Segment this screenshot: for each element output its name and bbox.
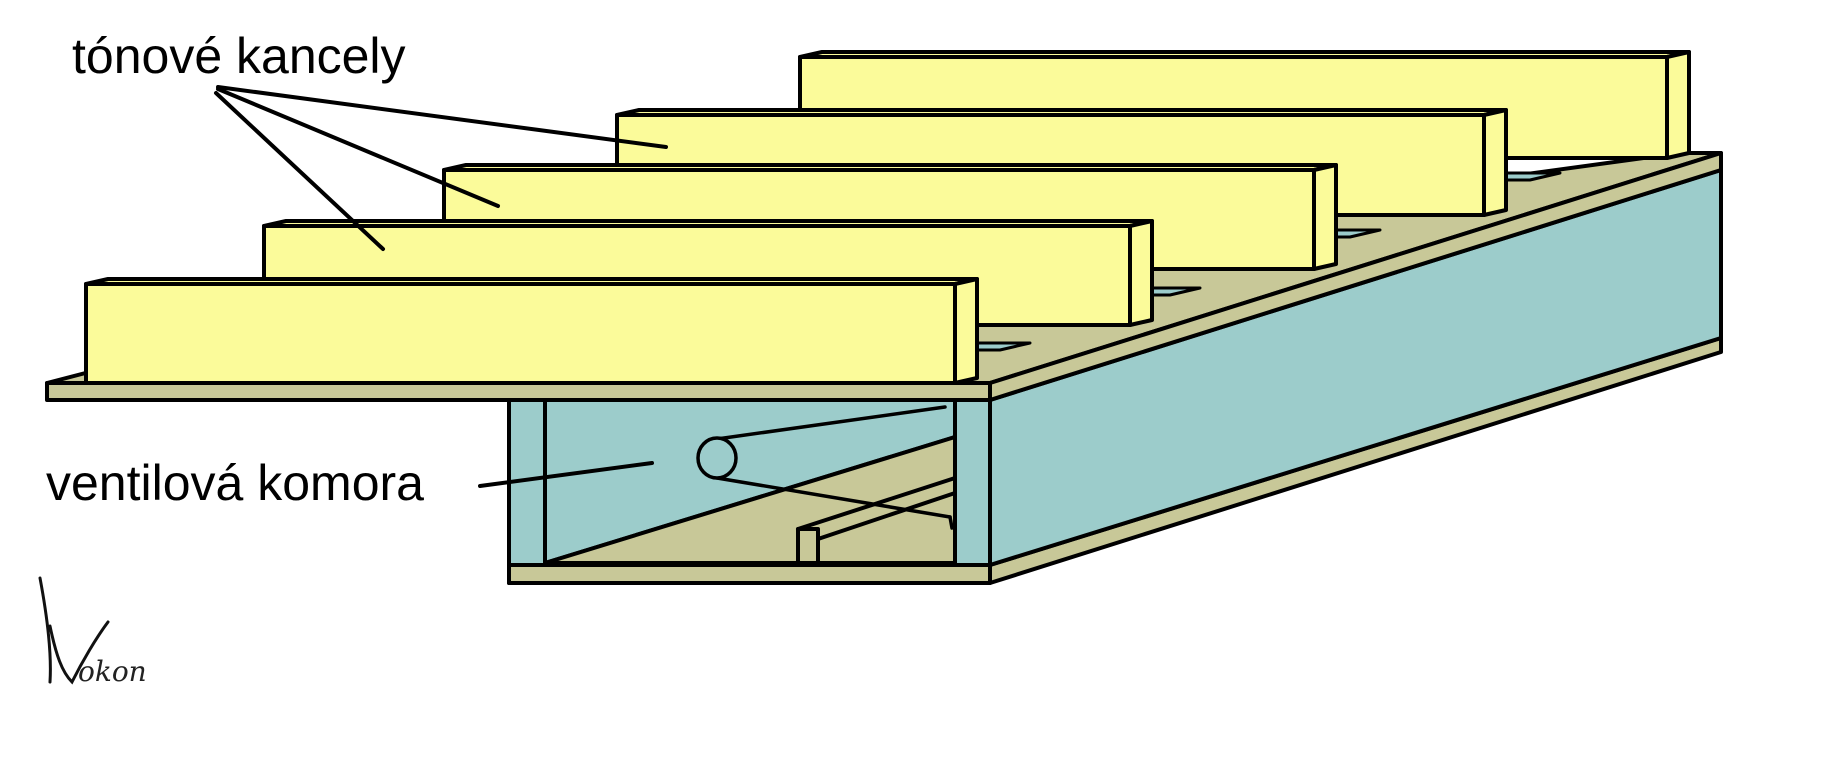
tone-channel-1 [84,277,979,385]
top-board-front-edge [45,381,992,402]
top-board-side-edge [988,151,1723,402]
valve-rod [715,405,954,530]
valve-chamber-leader [478,461,654,488]
tone-channels-label: tónové kancely [72,28,406,84]
valve-pivot [696,436,738,480]
valve-chamber-label: ventilová komora [46,455,424,511]
valve-chamber [507,168,1723,585]
tone-channels-leaders [214,85,668,251]
chamber-right-post [953,398,992,567]
signature-mark: okon [38,576,147,688]
signature-text: okon [78,655,147,688]
valve-bar-end [796,527,820,565]
chamber-bottom-board [507,563,992,585]
